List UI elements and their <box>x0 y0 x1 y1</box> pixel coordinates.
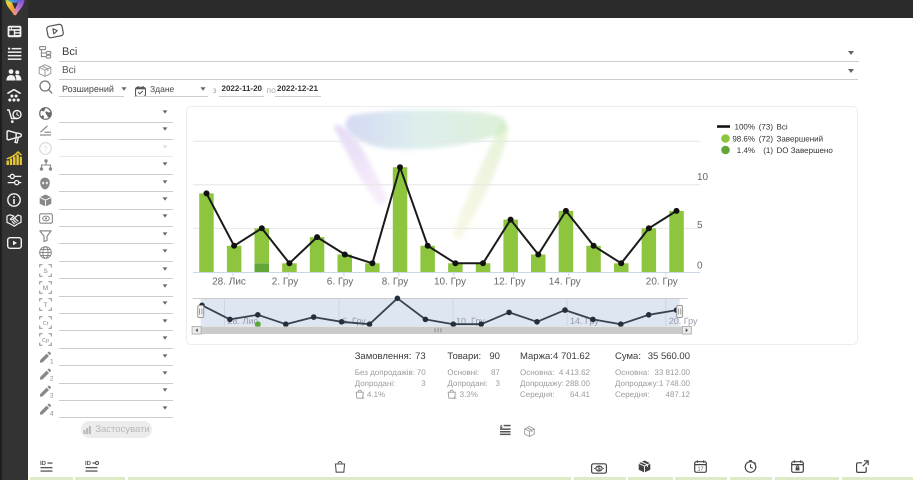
svg-text:(73): (73) <box>759 123 774 132</box>
svg-text:x: x <box>362 395 365 399</box>
svg-text:20. Гру: 20. Гру <box>669 316 698 326</box>
svg-text:14. Гру: 14. Гру <box>549 277 581 288</box>
svg-text:10. Гру: 10. Гру <box>434 277 466 288</box>
svg-text:28. Лис: 28. Лис <box>212 277 246 288</box>
svg-text:5: 5 <box>697 220 703 231</box>
svg-text:(72): (72) <box>759 135 774 144</box>
svg-text:12. Гру: 12. Гру <box>494 277 526 288</box>
svg-text:Cp: Cp <box>42 338 49 344</box>
svg-text:10. Гру: 10. Гру <box>456 316 485 326</box>
svg-text:2. Гру: 2. Гру <box>272 277 298 288</box>
svg-text:98.6%: 98.6% <box>732 135 755 144</box>
svg-text:6. Гру: 6. Гру <box>342 316 366 326</box>
svg-text:S: S <box>43 268 48 275</box>
svg-text:M: M <box>43 285 48 292</box>
svg-text:17: 17 <box>697 467 703 473</box>
svg-text:4: 4 <box>50 410 53 415</box>
svg-text:10: 10 <box>697 172 709 183</box>
svg-text:x: x <box>455 395 458 399</box>
svg-text:28. Лис: 28. Лис <box>228 316 259 326</box>
svg-text:?: ? <box>43 144 48 153</box>
svg-text:1.4%: 1.4% <box>737 146 755 155</box>
svg-text:6. Гру: 6. Гру <box>327 277 353 288</box>
svg-text:Завершений: Завершений <box>777 135 824 144</box>
svg-text:ID: ID <box>40 460 47 467</box>
svg-text:20. Гру: 20. Гру <box>646 277 678 288</box>
svg-text:Ct: Ct <box>43 321 49 327</box>
svg-text:14. Гру: 14. Гру <box>570 316 599 326</box>
svg-text:8. Гру: 8. Гру <box>382 277 408 288</box>
svg-text:1: 1 <box>50 358 53 363</box>
svg-text:3: 3 <box>50 393 53 398</box>
svg-text:100%: 100% <box>735 123 755 132</box>
svg-text:DO Завершено: DO Завершено <box>777 146 834 155</box>
svg-text:T: T <box>44 302 48 309</box>
svg-text:Всі: Всі <box>777 123 788 132</box>
svg-text:(1): (1) <box>763 146 773 155</box>
svg-text:$: $ <box>597 466 601 473</box>
svg-text:ID: ID <box>85 460 92 467</box>
svg-text:2: 2 <box>50 376 53 381</box>
svg-text:0: 0 <box>697 260 703 271</box>
